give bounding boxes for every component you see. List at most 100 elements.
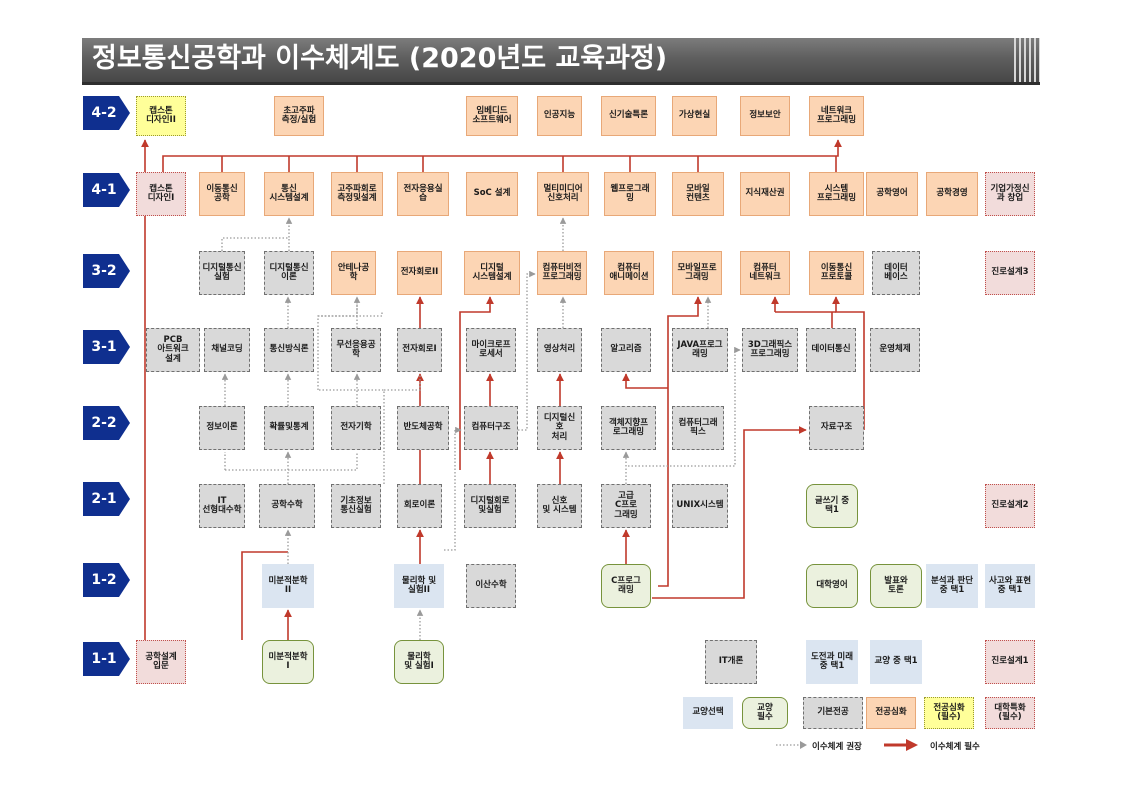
course-box-c42-vr: 가상현실 <box>672 96 717 136</box>
course-label: 컴퓨터비전 프로그래밍 <box>542 262 582 282</box>
legend-basic-major: 기본전공 <box>803 697 863 729</box>
course-label: 교양 필수 <box>757 702 773 722</box>
course-label: 이동통신 프로토콜 <box>820 262 853 282</box>
course-box-c32-network: 컴퓨터 네트워크 <box>740 251 790 295</box>
course-box-c41-startup: 기업가정신 과 창업 <box>985 172 1035 216</box>
required-arrow-bus-to-netprog <box>162 139 842 172</box>
course-box-c42-capstone2: 캡스톤 디자인II <box>136 96 186 136</box>
course-label: 자료구조 <box>820 422 853 433</box>
course-label: 멀티미디어 신호처리 <box>543 183 583 203</box>
course-label: 캡스톤 디자인I <box>147 183 175 203</box>
course-label: 글쓰기 중 택1 <box>814 495 850 515</box>
course-label: 진로설계2 <box>991 500 1029 511</box>
level-arrow-1-1: 1-1 <box>83 642 131 676</box>
course-label: 디지털회로 및실험 <box>470 495 510 515</box>
course-box-c22-graphics: 컴퓨터그래 픽스 <box>672 406 724 450</box>
course-box-c21-engmath: 공학수학 <box>259 484 315 528</box>
course-label: 정보보안 <box>749 110 781 121</box>
course-box-c41-hfcircuit: 고주파회로 측정및설계 <box>331 172 383 216</box>
course-label: 채널코딩 <box>211 344 243 355</box>
course-label: 영상처리 <box>543 344 576 355</box>
legend-recommended-arrowhead <box>800 741 807 749</box>
course-label: 신기술특론 <box>608 110 649 121</box>
course-label: 인공지능 <box>543 110 576 121</box>
course-box-c21-writing: 글쓰기 중 택1 <box>806 484 858 528</box>
level-arrow-shape <box>83 96 130 130</box>
level-label: 3-2 <box>91 263 117 279</box>
course-box-c42-ai: 인공지능 <box>537 96 582 136</box>
course-label: 전자회로II <box>400 267 439 278</box>
course-box-c22-oop: 객체지향프 로그래밍 <box>601 406 656 450</box>
course-label: 데이터통신 <box>811 344 851 355</box>
course-box-c22-em: 전자기학 <box>331 406 381 450</box>
course-label: 발표와 토론 <box>884 575 908 595</box>
course-label: 공학영어 <box>876 188 908 199</box>
course-box-c11-challenge: 도전과 미래 중 택1 <box>806 640 858 684</box>
course-label: IT 선형대수학 <box>202 495 242 515</box>
legend-gyo-select: 교양선택 <box>683 697 733 729</box>
course-box-c31-elec1: 전자회로I <box>397 328 442 372</box>
legend-required-label: 이수체계 필수 <box>930 742 980 752</box>
recommended-line-circuit-left <box>318 389 385 484</box>
course-label: 통신 시스템설계 <box>269 183 309 203</box>
course-label: 전자기학 <box>340 422 372 433</box>
course-label: 컴퓨터 네트워크 <box>749 262 781 282</box>
course-label: PCB 아트워크 설계 <box>157 334 189 364</box>
recommended-arrow-circuit-to-semi <box>444 426 462 551</box>
course-box-c11-phys1: 물리학 및 실험I <box>394 640 444 684</box>
course-box-c32-dcomtheory: 디지털통신 이론 <box>264 251 314 295</box>
course-label: 반도체공학 <box>403 422 443 433</box>
course-label: 기초정보 통신실험 <box>340 495 372 515</box>
course-box-c21-linalg: IT 선형대수학 <box>199 484 245 528</box>
course-label: 교양 중 택1 <box>874 656 918 667</box>
course-label: 미분적분학 I <box>268 651 308 671</box>
course-label: 전공심화 (필수) <box>933 702 965 722</box>
course-label: UNIX시스템 <box>676 500 724 511</box>
course-label: 무선응용공 학 <box>336 339 376 359</box>
course-label: 가상현실 <box>678 110 711 121</box>
course-label: 전자회로I <box>402 344 437 355</box>
course-label: 진로설계1 <box>991 656 1029 667</box>
recommended-arrow-to-3d <box>628 346 741 467</box>
course-box-c31-micro: 마이크로프 로세서 <box>466 328 516 372</box>
level-arrow-4-2: 4-2 <box>83 96 131 130</box>
recommended-arrow-engmath-to-em <box>288 452 358 471</box>
level-label: 1-2 <box>91 572 117 588</box>
course-box-c32-animation: 컴퓨터 애니메이션 <box>604 251 654 295</box>
course-box-c21-basicexp: 기초정보 통신실험 <box>331 484 381 528</box>
level-label: 1-1 <box>91 651 117 667</box>
course-label: 객체지향프 로그래밍 <box>608 417 649 437</box>
course-box-c32-mobileproto: 이동통신 프로토콜 <box>809 251 864 295</box>
required-arrow-to-algo <box>622 373 668 389</box>
course-box-c32-digsys: 디지털 시스템설계 <box>464 251 520 295</box>
course-label: 초고주파 측정/실험 <box>281 105 317 125</box>
course-label: 시스템 프로그래밍 <box>816 183 857 203</box>
legend-required-arrowhead <box>906 739 918 751</box>
level-arrow-3-1: 3-1 <box>83 330 131 364</box>
legend-advanced-major: 전공심화 <box>866 697 916 729</box>
course-box-c22-comparch: 컴퓨터구조 <box>464 406 518 450</box>
course-box-c31-pcb: PCB 아트워크 설계 <box>146 328 200 372</box>
level-arrow-shape <box>83 482 130 516</box>
course-box-c41-capstone1: 캡스톤 디자인I <box>136 172 186 216</box>
course-label: IT개론 <box>718 656 744 667</box>
recommended-arrow-dcom-to-commsys <box>221 217 293 251</box>
level-arrow-shape <box>83 563 130 597</box>
course-box-c41-ip: 지식재산권 <box>740 172 790 216</box>
course-box-c21-advc: 고급 C프로 그래밍 <box>601 484 651 528</box>
course-box-c41-multimedia: 멀티미디어 신호처리 <box>537 172 589 216</box>
course-label: 알고리즘 <box>610 344 642 355</box>
title-background <box>82 38 1040 82</box>
course-label: SoC 설계 <box>473 188 511 199</box>
course-label: 컴퓨터 애니메이션 <box>609 262 649 282</box>
course-label: 신호 및 시스템 <box>542 495 577 515</box>
course-box-c11-liberal: 교양 중 택1 <box>870 640 922 684</box>
course-box-c42-netprog: 네트워크 프로그래밍 <box>809 96 864 136</box>
course-label: 디지털신호 처리 <box>543 412 576 442</box>
course-box-c32-antenna: 안테나공학 <box>331 251 376 295</box>
course-box-c22-datastruct: 자료구조 <box>809 406 864 450</box>
course-label: 대학영어 <box>816 580 848 591</box>
course-label: 지식재산권 <box>745 188 785 199</box>
course-label: 운영체제 <box>879 344 911 355</box>
